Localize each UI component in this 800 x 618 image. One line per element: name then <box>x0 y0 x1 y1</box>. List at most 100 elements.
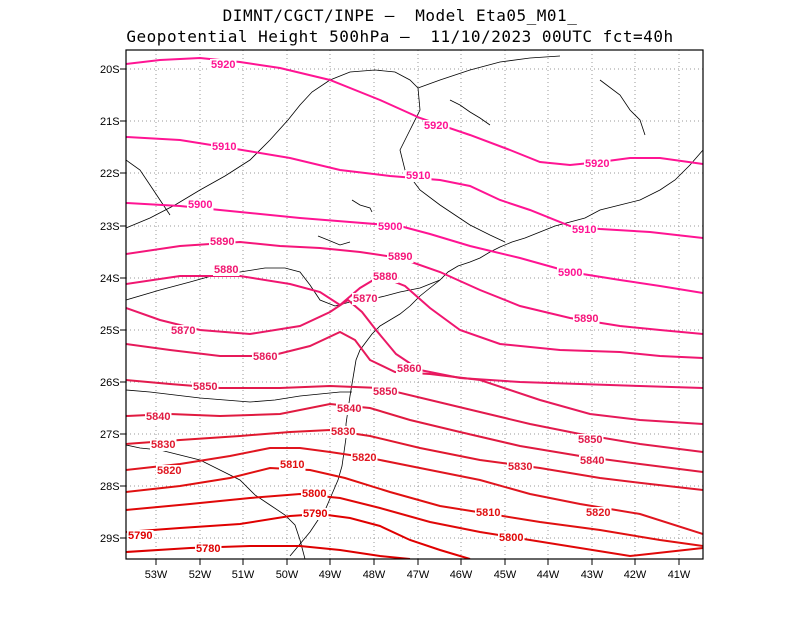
lat-label: 24S <box>100 273 120 285</box>
contour-5860 <box>126 330 703 425</box>
contour-label-halo <box>252 351 279 363</box>
contour-label-5920: 5920 <box>585 158 609 170</box>
contour-5870 <box>126 298 703 389</box>
lon-label: 47W <box>407 569 430 581</box>
lon-label: 49W <box>319 569 342 581</box>
contour-label-halo <box>209 236 236 248</box>
lat-lon-grid <box>126 50 703 559</box>
lat-ticks <box>120 68 126 539</box>
contour-5780 <box>126 545 411 559</box>
contour-label-5890: 5890 <box>388 251 412 263</box>
lon-ticks <box>155 559 680 565</box>
contour-label-5830: 5830 <box>151 439 175 451</box>
contour-label-5870: 5870 <box>353 293 377 305</box>
contour-label-5820: 5820 <box>586 507 610 519</box>
contour-label-5890: 5890 <box>210 236 234 248</box>
contour-label-5800: 5800 <box>499 532 523 544</box>
contour-label-halo <box>336 403 363 415</box>
contour-label-halo <box>571 224 598 236</box>
lon-label: 41W <box>668 569 691 581</box>
contour-label-5870: 5870 <box>171 325 195 337</box>
contour-label-halo <box>405 170 432 182</box>
lat-labels: 20S 21S 22S 23S 24S 25S 26S 27S 28S 29S <box>100 64 120 545</box>
coastline <box>289 149 703 557</box>
contour-label-halo <box>170 325 197 337</box>
state-border-3 <box>417 55 561 89</box>
lat-label: 27S <box>100 429 120 441</box>
contour-label-halo <box>372 386 399 398</box>
lon-label: 50W <box>276 569 299 581</box>
lat-label: 23S <box>100 221 120 233</box>
inlet-outline <box>351 199 373 213</box>
contour-label-halo <box>585 507 612 519</box>
lon-label: 46W <box>450 569 473 581</box>
map-frame <box>125 49 704 560</box>
contour-label-halo <box>195 543 222 555</box>
state-border-7 <box>126 159 171 216</box>
bay-outline <box>449 99 491 126</box>
contour-label-5860: 5860 <box>397 363 421 375</box>
contour-label-halo <box>187 199 214 211</box>
contour-label-5850: 5850 <box>578 434 602 446</box>
contour-label-5910: 5910 <box>212 141 236 153</box>
contour-5900 <box>126 202 703 294</box>
lon-label: 48W <box>363 569 386 581</box>
contour-label-halo <box>213 264 240 276</box>
contour-label-halo <box>192 381 219 393</box>
contour-5830 <box>126 428 703 491</box>
contour-5800 <box>126 492 703 558</box>
contour-label-halo <box>387 251 414 263</box>
lon-label: 51W <box>232 569 255 581</box>
contour-label-5860: 5860 <box>253 351 277 363</box>
lake-outline <box>317 235 351 246</box>
contour-label-5810: 5810 <box>280 459 304 471</box>
state-border-2 <box>399 87 506 243</box>
contour-label-5900: 5900 <box>378 221 402 233</box>
lat-label: 29S <box>100 533 120 545</box>
lon-label: 44W <box>537 569 560 581</box>
map-title-line-2: Geopotential Height 500hPa – 11/10/2023 … <box>126 27 674 46</box>
contour-label-5830: 5830 <box>331 426 355 438</box>
contour-label-halo <box>423 120 450 132</box>
lat-label: 22S <box>100 168 120 180</box>
state-border-4 <box>126 267 441 307</box>
contour-label-5910: 5910 <box>572 224 596 236</box>
contour-label-halo <box>507 461 534 473</box>
contour-label-5880: 5880 <box>214 264 238 276</box>
lon-label: 52W <box>189 569 212 581</box>
contour-label-5900: 5900 <box>558 267 582 279</box>
lon-label: 53W <box>145 569 168 581</box>
lat-label: 20S <box>100 64 120 76</box>
contour-label-5880: 5880 <box>373 271 397 283</box>
contour-label-halo <box>579 455 606 467</box>
contour-label-halo <box>279 459 306 471</box>
coastline-and-borders <box>126 55 703 559</box>
contour-label-halo <box>127 530 154 542</box>
lat-label: 25S <box>100 325 120 337</box>
contour-label-halo <box>302 508 329 520</box>
contour-label-5800: 5800 <box>302 488 326 500</box>
contour-label-halo <box>352 293 379 305</box>
contour-5810 <box>126 466 703 547</box>
state-border-1 <box>126 69 419 229</box>
contour-label-5780: 5780 <box>196 543 220 555</box>
contour-label-5820: 5820 <box>157 465 181 477</box>
contour-label-5830: 5830 <box>508 461 532 473</box>
contour-label-5900: 5900 <box>188 199 212 211</box>
lat-label: 28S <box>100 481 120 493</box>
contour-labels: 5920 5920 5920 5910 5910 5910 5900 5900 … <box>127 59 612 555</box>
contour-label-5890: 5890 <box>574 313 598 325</box>
contour-label-halo <box>330 426 357 438</box>
contour-label-halo <box>351 452 378 464</box>
contour-label-halo <box>150 439 177 451</box>
contour-5890 <box>126 240 703 335</box>
contour-label-5820: 5820 <box>352 452 376 464</box>
lon-label: 45W <box>494 569 517 581</box>
lon-label: 42W <box>624 569 647 581</box>
contour-5790 <box>126 512 471 559</box>
height-contours <box>126 56 703 559</box>
contour-label-halo <box>210 59 237 71</box>
contour-label-5840: 5840 <box>337 403 361 415</box>
contour-label-halo <box>211 141 238 153</box>
